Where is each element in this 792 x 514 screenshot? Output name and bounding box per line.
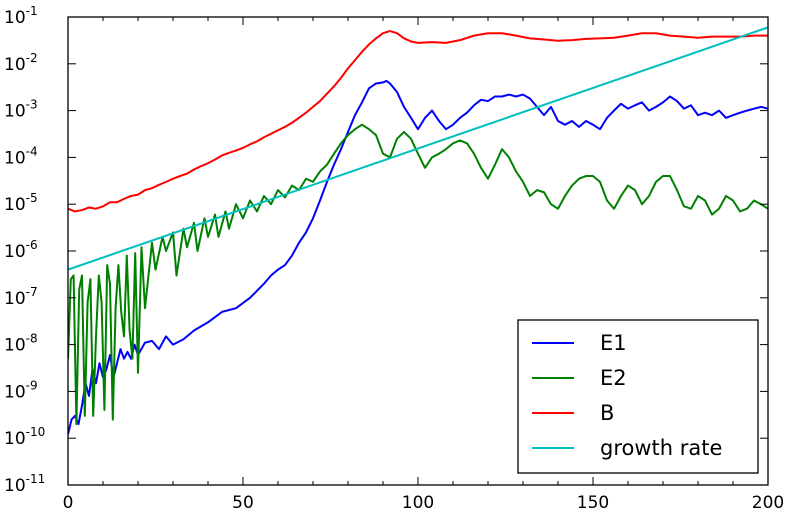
x-tick-label: 150: [577, 493, 609, 513]
x-tick-label: 200: [752, 493, 784, 513]
series-line-e2: [68, 123, 768, 426]
series-layer: [68, 26, 768, 435]
y-tick-label: 10-5: [4, 191, 38, 215]
legend-label-growth-rate: growth rate: [600, 436, 722, 460]
legend-label-e1: E1: [600, 331, 627, 355]
legend-label-e2: E2: [600, 366, 627, 390]
y-tick-label: 10-9: [4, 378, 38, 402]
x-tick-label: 50: [232, 493, 254, 513]
y-tick-label: 10-11: [4, 472, 45, 496]
y-tick-label: 10-7: [4, 285, 38, 309]
x-tick-label: 100: [402, 493, 434, 513]
series-line-b: [68, 30, 768, 213]
series-line-e1: [68, 79, 768, 435]
y-tick-label: 10-3: [4, 98, 38, 122]
y-tick-label: 10-2: [4, 51, 38, 75]
x-tick-label: 0: [63, 493, 74, 513]
y-tick-label: 10-1: [4, 4, 38, 28]
y-tick-label: 10-10: [4, 425, 45, 449]
series-line-growth-rate: [68, 26, 768, 271]
y-tick-label: 10-6: [4, 238, 38, 262]
y-tick-label: 10-4: [4, 144, 38, 168]
legend-label-b: B: [600, 401, 614, 425]
y-tick-label: 10-8: [4, 332, 38, 356]
ticks-layer: 0 50 100 150 200 10-11 10-10 10-9 10-8 10-7 10-6 10…: [4, 4, 784, 513]
